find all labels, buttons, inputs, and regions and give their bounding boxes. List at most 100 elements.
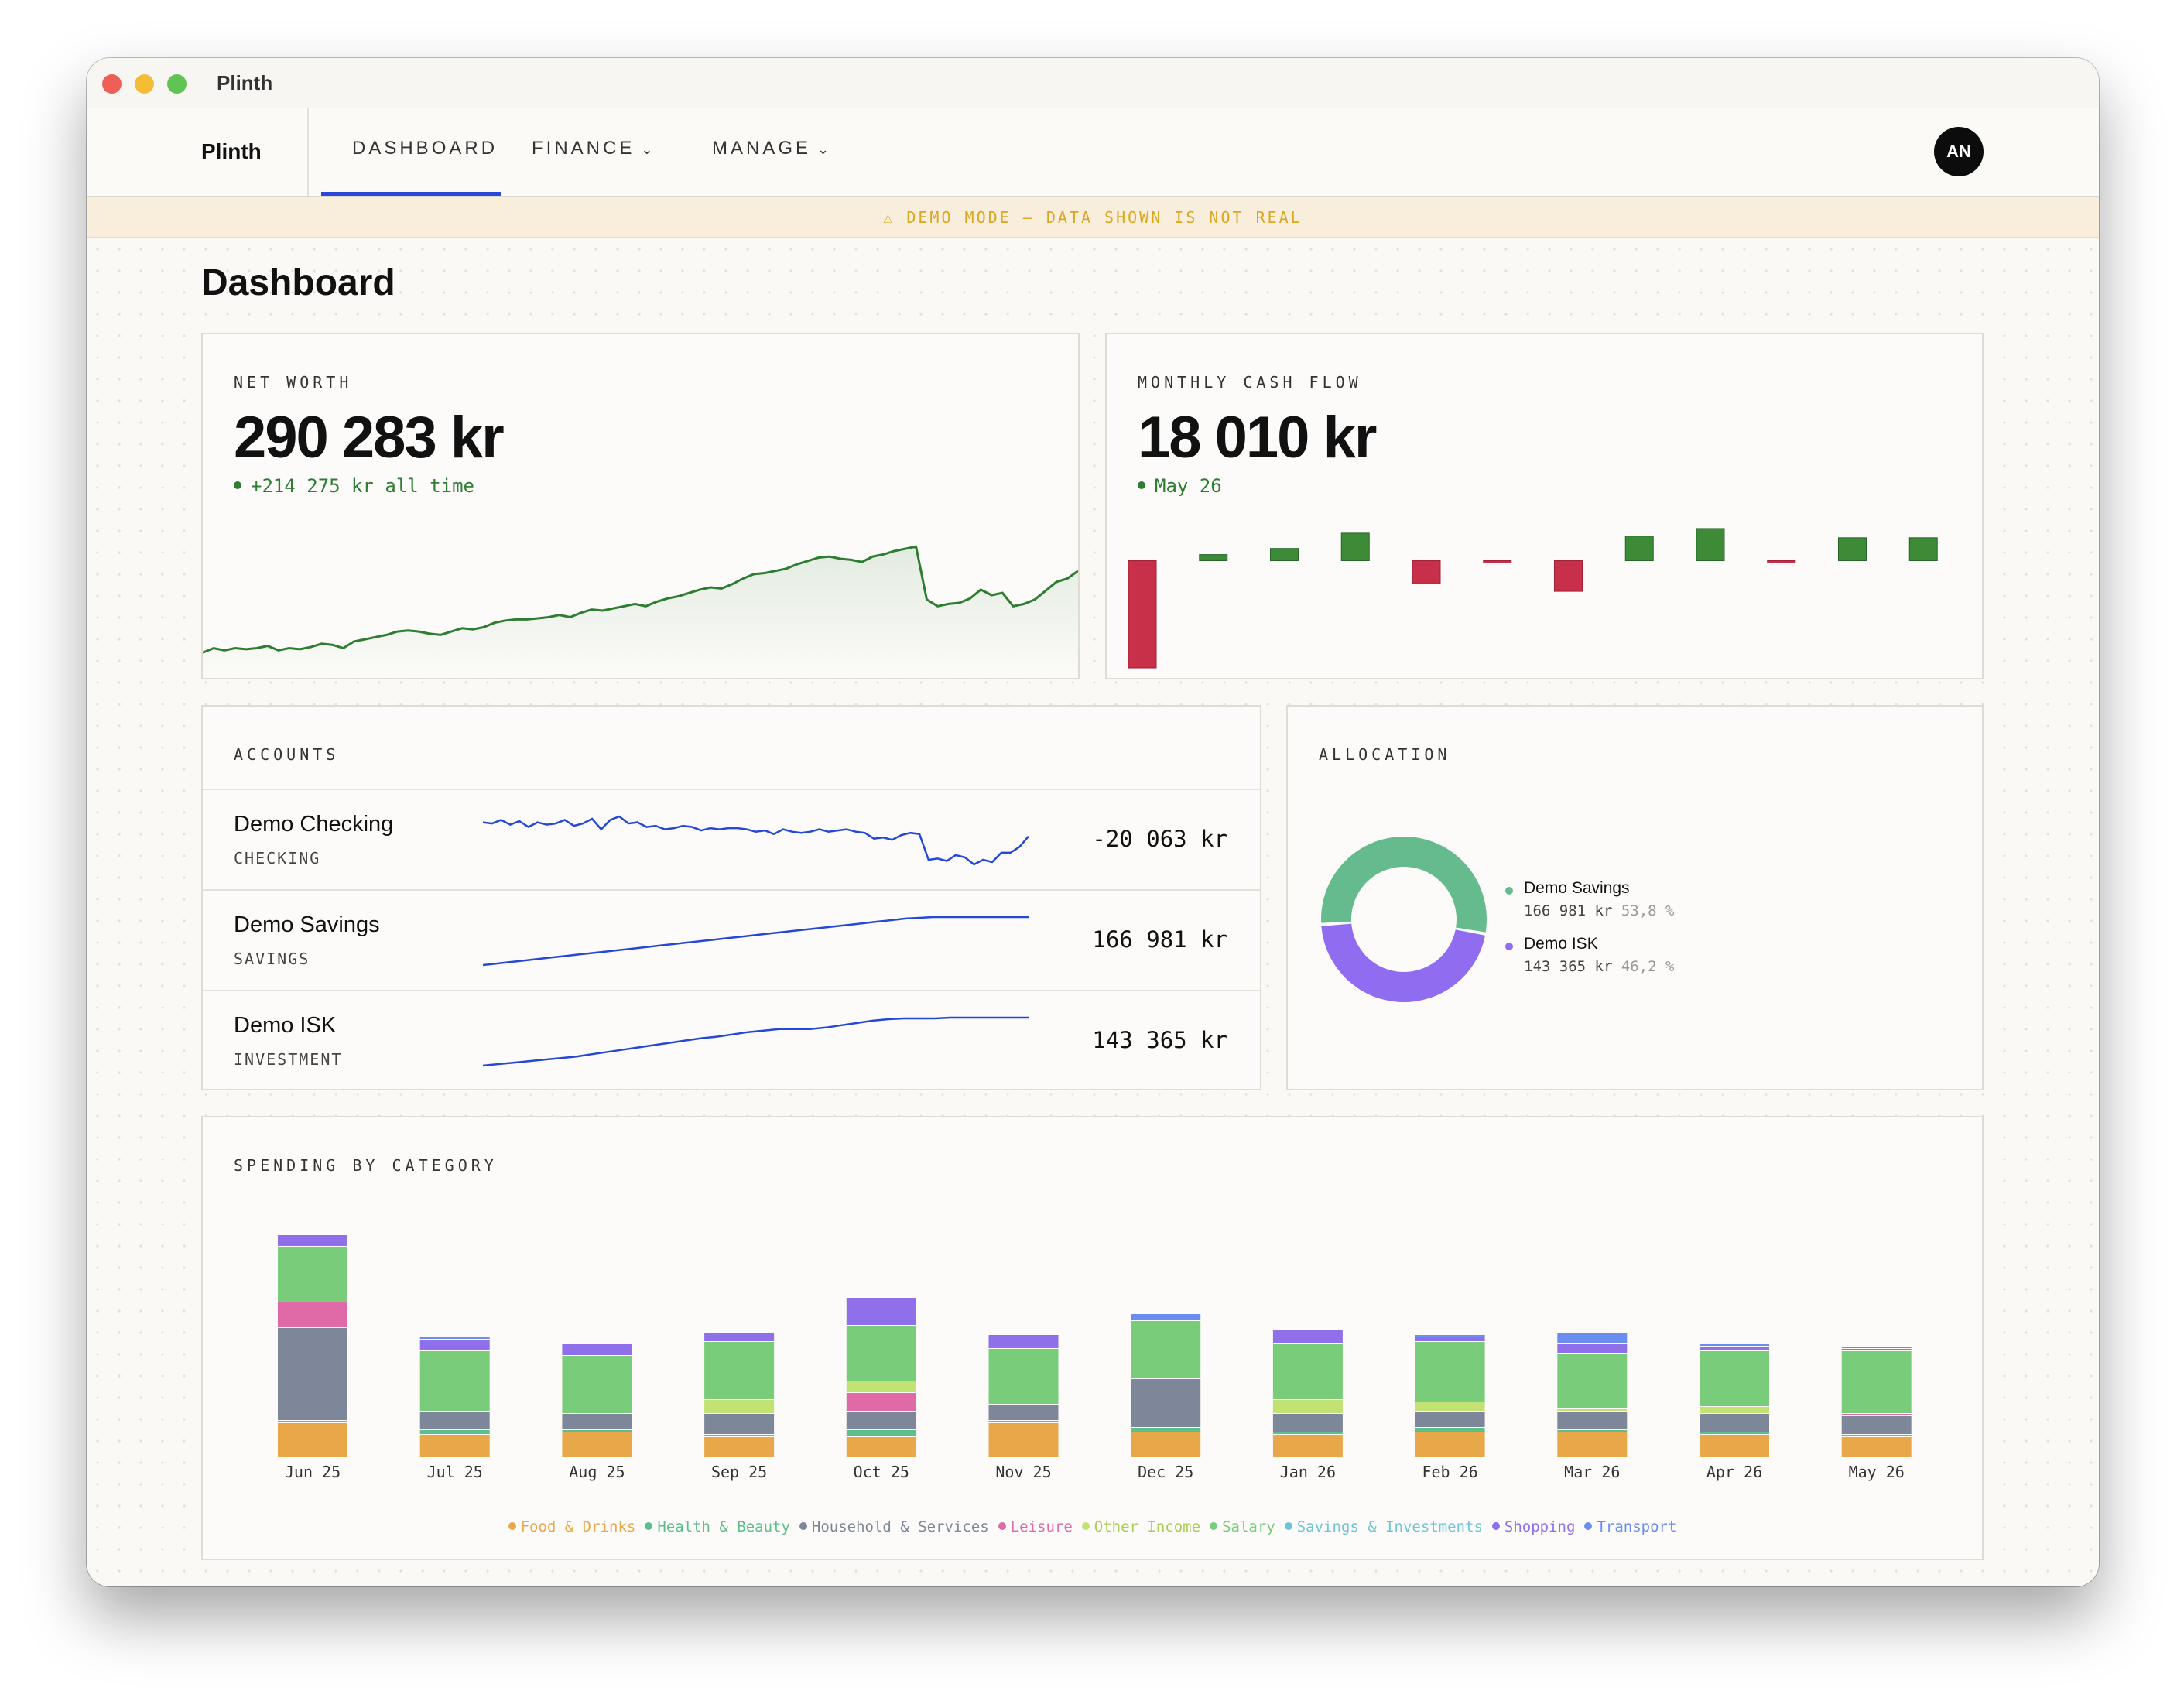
legend-item[interactable]: Shopping bbox=[1491, 1518, 1575, 1535]
close-window-button[interactable] bbox=[102, 74, 122, 94]
spending-bar-segment bbox=[1415, 1342, 1485, 1402]
x-axis-label: Aug 25 bbox=[569, 1463, 625, 1481]
allocation-legend-item: Demo Savings 166 981 kr 53,8 % bbox=[1505, 879, 1674, 919]
legend-dot bbox=[799, 1521, 807, 1530]
spending-bar-segment bbox=[1131, 1321, 1201, 1378]
spending-bar-segment bbox=[1841, 1435, 1912, 1436]
spending-bar-segment bbox=[278, 1421, 347, 1422]
main-content: Dashboard NET WORTH 290 283 kr +214 275 … bbox=[87, 238, 2099, 1586]
allocation-legend-item: Demo ISK 143 365 kr 46,2 % bbox=[1505, 935, 1674, 975]
legend-dot bbox=[1505, 887, 1513, 895]
spending-bar-segment bbox=[988, 1335, 1059, 1348]
nav-dashboard[interactable]: DASHBOARD bbox=[352, 138, 498, 159]
legend-label: Transport bbox=[1597, 1518, 1677, 1535]
cash-flow-card: MONTHLY CASH FLOW 18 010 kr May 26 bbox=[1105, 333, 1984, 679]
legend-dot bbox=[645, 1521, 653, 1530]
net-worth-line bbox=[203, 545, 1078, 654]
spending-bar-segment bbox=[846, 1412, 916, 1429]
legend-item[interactable]: Transport bbox=[1584, 1518, 1676, 1535]
x-axis-label: Nov 25 bbox=[995, 1463, 1052, 1481]
legend-label: Savings & Investments bbox=[1296, 1518, 1483, 1535]
spending-bar-segment bbox=[1700, 1351, 1769, 1406]
user-avatar[interactable]: AN bbox=[1934, 127, 1984, 176]
accounts-card: ACCOUNTS Demo Checking CHECKING -20 063 … bbox=[201, 705, 1261, 1090]
app-window: Plinth Plinth DASHBOARD FINANCE ⌄ MANAGE ⌄… bbox=[87, 58, 2099, 1586]
active-tab-indicator bbox=[321, 192, 501, 196]
page-title: Dashboard bbox=[201, 262, 395, 303]
spending-bar-segment bbox=[1415, 1337, 1485, 1341]
spending-bar-segment bbox=[988, 1405, 1059, 1420]
cash-flow-bar bbox=[1554, 560, 1583, 592]
nav-finance[interactable]: FINANCE ⌄ bbox=[532, 138, 652, 159]
app-header: Plinth DASHBOARD FINANCE ⌄ MANAGE ⌄ AN bbox=[87, 108, 2099, 197]
spending-bar-segment bbox=[1415, 1412, 1485, 1427]
maximize-window-button[interactable] bbox=[167, 74, 187, 94]
spending-bar-segment bbox=[419, 1430, 490, 1434]
spending-bar-segment bbox=[1700, 1407, 1769, 1413]
account-row[interactable]: Demo ISK INVESTMENT 143 365 kr bbox=[203, 990, 1260, 1090]
legend-item[interactable]: Health & Beauty bbox=[645, 1518, 790, 1535]
legend-item[interactable]: Leisure bbox=[998, 1518, 1073, 1535]
nav-manage[interactable]: MANAGE ⌄ bbox=[712, 138, 829, 159]
spending-bar-segment bbox=[846, 1437, 916, 1457]
legend-name: Demo ISK bbox=[1524, 935, 1598, 953]
status-dot bbox=[234, 481, 241, 489]
account-name: Demo Savings bbox=[234, 912, 380, 937]
spending-label: SPENDING BY CATEGORY bbox=[234, 1156, 498, 1175]
header-divider bbox=[307, 108, 309, 196]
spending-bar-segment bbox=[1841, 1349, 1912, 1350]
spending-bar-segment bbox=[278, 1302, 347, 1327]
spending-bar-segment bbox=[1272, 1435, 1343, 1457]
x-axis-label: Oct 25 bbox=[853, 1463, 909, 1481]
net-worth-chart bbox=[203, 545, 1078, 678]
donut-slice bbox=[1321, 837, 1487, 933]
spending-bar-segment bbox=[1415, 1428, 1485, 1432]
spending-bar-segment bbox=[988, 1349, 1059, 1404]
cash-flow-bar bbox=[1483, 560, 1512, 563]
legend-item[interactable]: Savings & Investments bbox=[1284, 1518, 1483, 1535]
x-axis-label: Sep 25 bbox=[710, 1463, 768, 1481]
cash-flow-bar bbox=[1340, 532, 1370, 561]
brand-logo[interactable]: Plinth bbox=[201, 139, 262, 163]
cash-flow-bar bbox=[1908, 537, 1938, 561]
legend-item[interactable]: Household & Services bbox=[799, 1518, 989, 1535]
window-title: Plinth bbox=[217, 71, 273, 94]
x-axis-label: Dec 25 bbox=[1138, 1463, 1194, 1481]
x-axis-label: Apr 26 bbox=[1706, 1463, 1763, 1481]
legend-item[interactable]: Food & Drinks bbox=[508, 1518, 635, 1535]
spending-bar-segment bbox=[846, 1298, 916, 1325]
spending-bar-segment bbox=[1131, 1379, 1201, 1427]
cash-flow-bar bbox=[1128, 560, 1157, 669]
spending-bar-segment bbox=[419, 1435, 490, 1457]
net-worth-change: +214 275 kr all time bbox=[234, 475, 474, 497]
spending-bar-segment bbox=[1841, 1351, 1912, 1413]
spending-bar-segment bbox=[419, 1337, 490, 1339]
nav-finance-label: FINANCE bbox=[532, 138, 635, 159]
window-titlebar: Plinth bbox=[87, 58, 2099, 108]
account-amount: -20 063 kr bbox=[1092, 826, 1227, 852]
x-axis-label: Jul 25 bbox=[426, 1463, 483, 1481]
legend-dot bbox=[1210, 1521, 1218, 1530]
spending-bar-segment bbox=[846, 1430, 916, 1436]
spending-bar-segment bbox=[562, 1430, 632, 1432]
chevron-down-icon: ⌄ bbox=[641, 142, 653, 157]
legend-value: 143 365 kr 46,2 % bbox=[1524, 958, 1674, 975]
spending-bar-segment bbox=[278, 1247, 347, 1302]
legend-amount: 143 365 kr bbox=[1524, 958, 1613, 975]
legend-item[interactable]: Salary bbox=[1210, 1518, 1275, 1535]
minimize-window-button[interactable] bbox=[135, 74, 154, 94]
legend-item[interactable]: Other Income bbox=[1081, 1518, 1200, 1535]
net-worth-card: NET WORTH 290 283 kr +214 275 kr all tim… bbox=[201, 333, 1080, 679]
spending-bar-segment bbox=[278, 1423, 347, 1457]
account-type: INVESTMENT bbox=[234, 1050, 343, 1069]
cash-flow-bar bbox=[1270, 548, 1299, 562]
account-row[interactable]: Demo Checking CHECKING -20 063 kr bbox=[203, 789, 1260, 889]
spending-bar-segment bbox=[1272, 1414, 1343, 1432]
spending-bar-segment bbox=[1557, 1430, 1628, 1432]
legend-dot bbox=[998, 1521, 1006, 1530]
account-row[interactable]: Demo Savings SAVINGS 166 981 kr bbox=[203, 889, 1260, 990]
legend-dot bbox=[1584, 1521, 1593, 1530]
spending-bar-segment bbox=[1131, 1428, 1201, 1432]
spending-bar-segment bbox=[846, 1381, 916, 1392]
spending-bar-segment bbox=[1557, 1354, 1628, 1408]
